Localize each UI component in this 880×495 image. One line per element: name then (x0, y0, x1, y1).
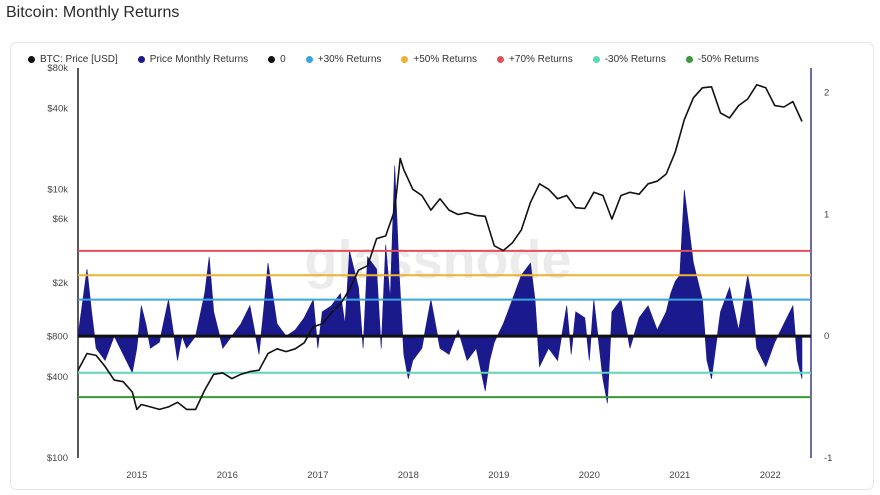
x-tick-label: 2017 (307, 470, 328, 481)
legend-dot-icon (137, 56, 145, 63)
right-tick-label: 2 (824, 87, 829, 98)
left-tick-label: $40k (47, 103, 68, 114)
legend-item[interactable]: +30% Returns (305, 54, 382, 65)
legend-dot-icon (305, 56, 313, 63)
right-tick-label: 1 (824, 209, 829, 220)
page-title: Bitcoin: Monthly Returns (6, 4, 180, 21)
left-tick-label: $400 (47, 372, 68, 383)
x-tick-label: 2021 (669, 470, 690, 481)
left-tick-label: $800 (47, 332, 68, 343)
left-tick-label: $100 (47, 453, 68, 464)
legend-label: -50% Returns (697, 54, 759, 65)
legend-label: BTC: Price [USD] (40, 54, 118, 65)
left-tick-label: $80k (47, 63, 68, 74)
x-tick-label: 2020 (579, 470, 600, 481)
right-tick-label: -1 (824, 453, 832, 464)
legend-label: Price Monthly Returns (149, 54, 249, 65)
x-tick-label: 2018 (398, 470, 419, 481)
left-tick-label: $10k (47, 184, 68, 195)
x-tick-label: 2016 (217, 470, 238, 481)
legend-item[interactable]: -30% Returns (592, 54, 666, 65)
legend-item[interactable]: 0 (268, 54, 286, 65)
x-tick-label: 2015 (126, 470, 147, 481)
x-tick-label: 2022 (760, 470, 781, 481)
legend-dot-icon (497, 56, 505, 63)
legend-item[interactable]: +70% Returns (497, 54, 573, 65)
legend-dot-icon (401, 56, 409, 63)
left-tick-label: $2k (53, 278, 69, 289)
legend-dot-icon (592, 56, 600, 63)
x-tick-label: 2019 (488, 470, 509, 481)
legend-label: +30% Returns (317, 54, 382, 65)
legend: BTC: Price [USD] Price Monthly Returns 0 +3… (28, 54, 759, 65)
legend-label: +70% Returns (509, 54, 573, 65)
legend-item[interactable]: +50% Returns (401, 54, 477, 65)
left-tick-label: $6k (53, 214, 69, 225)
legend-item[interactable]: BTC: Price [USD] (28, 54, 118, 65)
legend-item[interactable]: Price Monthly Returns (137, 54, 249, 65)
legend-label: -30% Returns (604, 54, 666, 65)
legend-label: 0 (280, 54, 286, 65)
legend-item[interactable]: -50% Returns (685, 54, 759, 65)
legend-label: +50% Returns (413, 54, 478, 65)
right-tick-label: 0 (824, 331, 829, 342)
legend-dot-icon (28, 56, 35, 63)
price-line (77, 84, 803, 411)
legend-dot-icon (685, 56, 693, 63)
legend-dot-icon (268, 56, 276, 63)
